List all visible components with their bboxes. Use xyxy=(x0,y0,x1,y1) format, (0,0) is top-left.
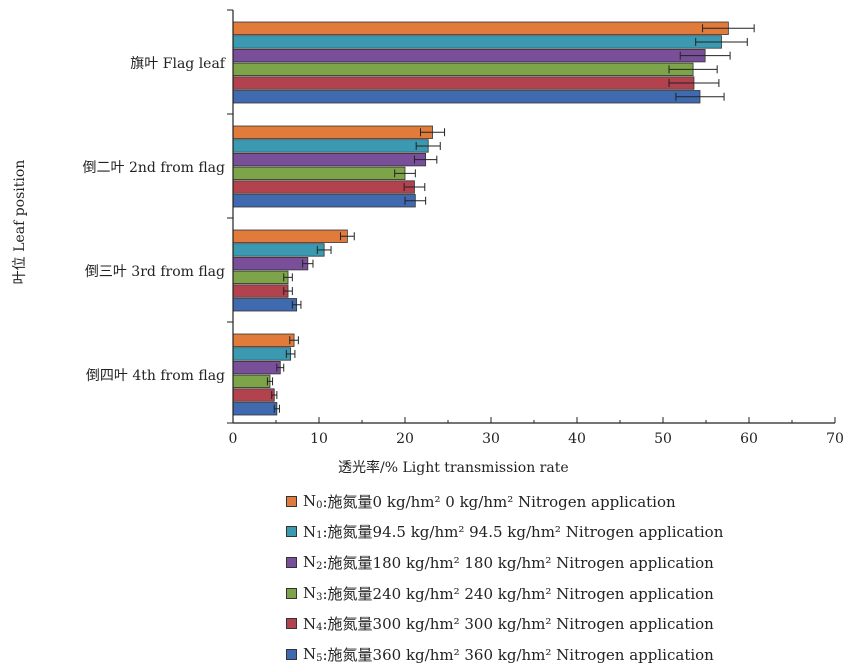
legend-label: :施氮量94.5 kg/hm² 94.5 kg/hm² Nitrogen app… xyxy=(322,523,724,542)
x-tick-label: 0 xyxy=(228,431,238,447)
legend-swatch xyxy=(286,648,297,660)
legend-label: :施氮量240 kg/hm² 240 kg/hm² Nitrogen appli… xyxy=(322,584,714,603)
bar xyxy=(232,90,701,104)
bar xyxy=(232,49,706,63)
category-label: 倒三叶 3rd from flag xyxy=(84,263,225,280)
x-tick-label: 20 xyxy=(396,431,414,447)
legend-subscript: 0 xyxy=(316,499,323,511)
x-tick-label: 70 xyxy=(826,431,844,447)
bar xyxy=(232,76,695,90)
bar xyxy=(232,270,289,285)
legend-symbol: N xyxy=(303,492,317,511)
bar xyxy=(232,298,298,312)
category-label: 倒四叶 4th from flag xyxy=(85,367,225,384)
bar xyxy=(232,333,295,347)
bar xyxy=(232,152,427,167)
x-tick-label: 30 xyxy=(482,431,500,447)
bar xyxy=(232,229,348,243)
legend-symbol: N xyxy=(303,522,317,541)
category-label: 倒二叶 2nd from flag xyxy=(82,159,225,176)
legend-item: N 2:施氮量180 kg/hm² 180 kg/hm² Nitrogen app… xyxy=(286,547,723,578)
legend-item: N 3:施氮量240 kg/hm² 240 kg/hm² Nitrogen app… xyxy=(286,578,723,609)
legend-symbol: N xyxy=(303,553,317,572)
legend-subscript: 4 xyxy=(316,622,323,634)
legend-swatch xyxy=(286,526,297,538)
legend-subscript: 5 xyxy=(316,652,323,664)
bar xyxy=(232,243,325,257)
bar xyxy=(232,374,271,389)
legend-label: :施氮量180 kg/hm² 180 kg/hm² Nitrogen appli… xyxy=(322,553,714,572)
legend-swatch xyxy=(286,495,297,507)
legend-swatch xyxy=(286,618,297,630)
legend-symbol: N xyxy=(303,614,317,633)
legend-symbol: N xyxy=(303,645,317,664)
legend-label: :施氮量360 kg/hm² 360 kg/hm² Nitrogen appli… xyxy=(322,645,714,664)
x-tick-label: 10 xyxy=(310,431,328,447)
bar xyxy=(232,360,281,375)
legend-subscript: 1 xyxy=(316,530,323,542)
legend-label: :施氮量0 kg/hm² 0 kg/hm² Nitrogen applicati… xyxy=(322,492,676,511)
bar xyxy=(232,284,289,298)
bar xyxy=(232,166,406,181)
bar xyxy=(232,62,694,76)
x-axis-label: 透光率/% Light transmission rate xyxy=(338,460,569,476)
legend-item: N 4:施氮量300 kg/hm² 300 kg/hm² Nitrogen app… xyxy=(286,608,723,639)
legend-symbol: N xyxy=(303,584,317,603)
legend-item: N 1:施氮量94.5 kg/hm² 94.5 kg/hm² Nitrogen a… xyxy=(286,517,723,548)
bar xyxy=(232,139,429,153)
legend-swatch xyxy=(286,556,297,568)
category-label: 旗叶 Flag leaf xyxy=(130,55,225,72)
y-axis-label: 叶位 Leaf position xyxy=(12,159,28,285)
bar xyxy=(232,347,292,361)
bar xyxy=(232,35,722,49)
legend: N 0:施氮量0 kg/hm² 0 kg/hm² Nitrogen applica… xyxy=(286,486,723,670)
bar xyxy=(232,194,416,208)
bar xyxy=(232,256,309,271)
legend-subscript: 2 xyxy=(316,560,323,572)
legend-swatch xyxy=(286,587,297,599)
x-tick-label: 50 xyxy=(654,431,672,447)
x-tick-label: 40 xyxy=(568,431,586,447)
legend-item: N 0:施氮量0 kg/hm² 0 kg/hm² Nitrogen applica… xyxy=(286,486,723,517)
bar xyxy=(232,402,278,416)
legend-label: :施氮量300 kg/hm² 300 kg/hm² Nitrogen appli… xyxy=(322,615,714,634)
bar xyxy=(232,180,415,194)
legend-item: N 5:施氮量360 kg/hm² 360 kg/hm² Nitrogen app… xyxy=(286,639,723,670)
x-tick-label: 60 xyxy=(740,431,758,447)
bar xyxy=(232,125,433,139)
legend-subscript: 3 xyxy=(316,591,323,603)
bar xyxy=(232,388,275,402)
bar xyxy=(232,21,729,35)
